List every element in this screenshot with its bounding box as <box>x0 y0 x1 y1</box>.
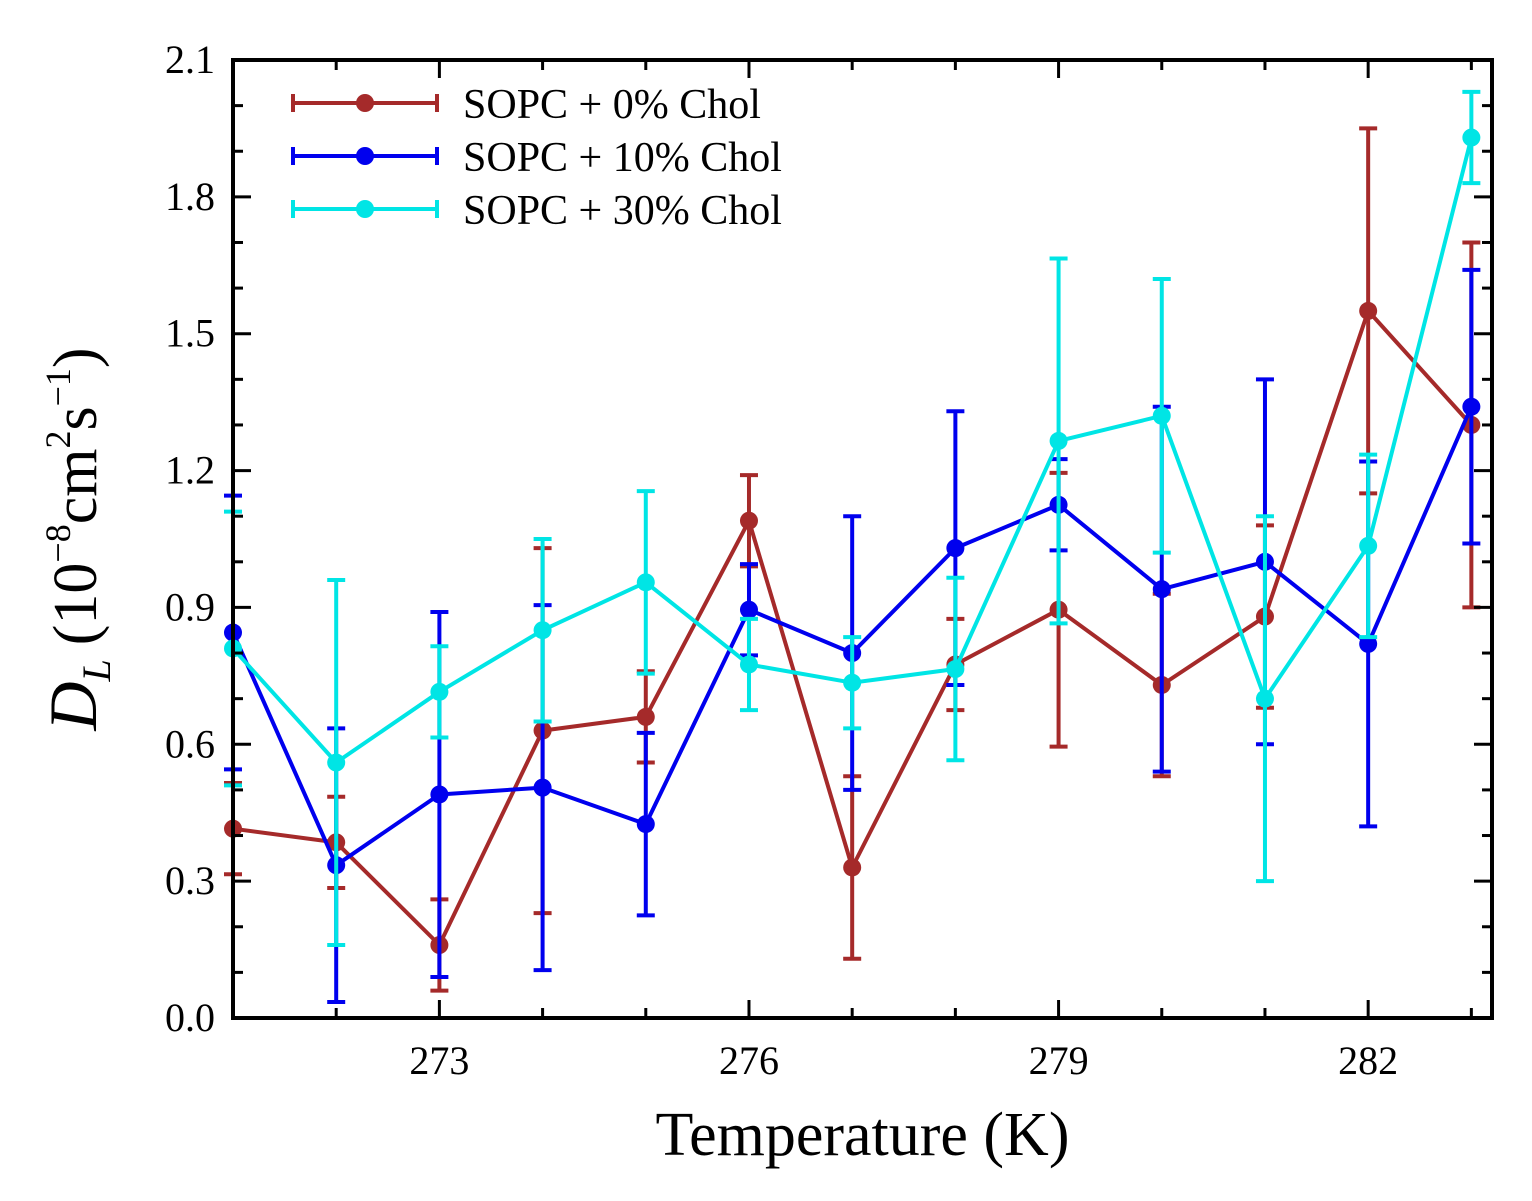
data-point <box>1152 580 1171 599</box>
legend-label: SOPC + 10% Chol <box>463 135 782 181</box>
data-point <box>636 573 655 592</box>
y-tick-label: 1.2 <box>165 448 215 493</box>
x-tick-label: 276 <box>719 1038 779 1083</box>
legend: SOPC + 0% Chol SOPC + 10% Chol SOPC + 30% … <box>291 82 782 234</box>
data-point <box>946 660 965 679</box>
x-tick-label: 282 <box>1338 1038 1398 1083</box>
data-point <box>430 785 449 804</box>
legend-label: SOPC + 0% Chol <box>463 82 761 128</box>
data-point <box>1462 397 1481 416</box>
legend-marker <box>356 200 374 218</box>
data-point <box>1462 128 1481 147</box>
data-point <box>636 815 655 834</box>
legend-marker <box>356 94 374 112</box>
y-tick-label: 0.3 <box>165 858 215 903</box>
y-axis-title: DL (10−8cm2s−1) <box>35 347 119 731</box>
y-axis-unit-s: s <box>42 406 110 430</box>
plot-frame <box>231 58 1494 1020</box>
y-tick-label: 0.9 <box>165 584 215 629</box>
data-point <box>327 753 346 772</box>
data-point <box>430 682 449 701</box>
data-point <box>1359 536 1378 555</box>
data-point <box>636 707 655 726</box>
data-point <box>1255 689 1274 708</box>
data-point <box>739 600 758 619</box>
legend-label: SOPC + 30% Chol <box>463 188 782 234</box>
y-tick-label: 0.6 <box>165 721 215 766</box>
legend-item: SOPC + 10% Chol <box>291 135 782 181</box>
data-point <box>1359 634 1378 653</box>
y-tick-label: 1.5 <box>165 311 215 356</box>
y-axis-exp-2: 2 <box>38 431 78 449</box>
legend-item: SOPC + 30% Chol <box>291 188 782 234</box>
y-axis-unit-cm: cm <box>42 449 110 525</box>
y-axis-exp-3: −1 <box>38 368 78 406</box>
series-layer <box>224 89 1481 1005</box>
data-point <box>946 539 965 558</box>
x-tick-label: 273 <box>409 1038 469 1083</box>
x-tick-label: 279 <box>1029 1038 1089 1083</box>
data-point <box>843 673 862 692</box>
y-axis-exp-1: −8 <box>38 524 78 562</box>
y-axis-unit-open: (10 <box>42 563 110 646</box>
y-axis-unit-close: ) <box>42 347 110 368</box>
legend-item: SOPC + 0% Chol <box>291 82 761 128</box>
data-point <box>1152 406 1171 425</box>
data-point <box>533 778 552 797</box>
data-point <box>843 858 862 877</box>
y-tick-label: 1.8 <box>165 174 215 219</box>
data-point <box>739 511 758 530</box>
y-axis-symbol: D <box>35 681 111 731</box>
y-axis-subscript: L <box>74 659 119 682</box>
data-point <box>1049 431 1068 450</box>
x-axis-title: Temperature (K) <box>656 1101 1070 1169</box>
data-point <box>533 621 552 640</box>
y-tick-label: 0.0 <box>165 995 215 1040</box>
legend-marker <box>356 147 374 165</box>
y-tick-label: 2.1 <box>165 37 215 82</box>
data-point <box>739 655 758 674</box>
data-point <box>1359 301 1378 320</box>
ticks-layer: 273 276 279 282 0.0 0.3 0.6 0.9 1.2 1.5 1.8 2.1 <box>165 37 1492 1083</box>
